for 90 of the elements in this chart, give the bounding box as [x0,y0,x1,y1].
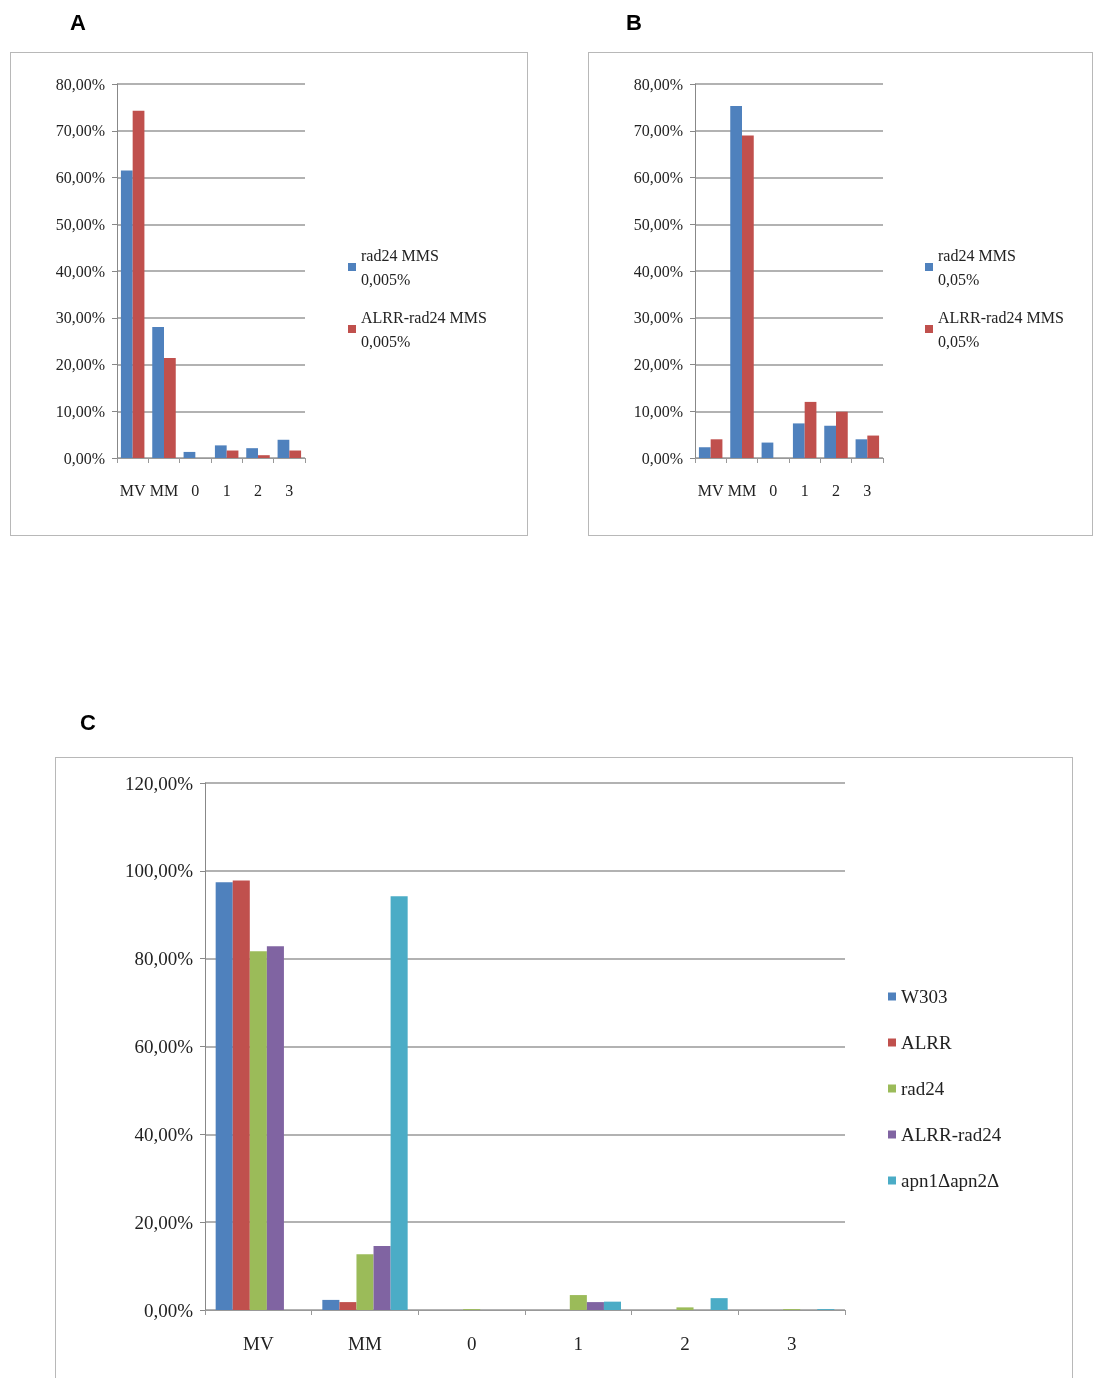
bar [373,1245,391,1310]
legend-label: rad24 MMS 0,005% [361,246,439,288]
bar [289,450,302,458]
y-tick-label: 80,00% [134,948,194,970]
bar [710,439,723,458]
x-tick-label: 0 [191,481,200,499]
x-tick-label: 2 [680,1333,690,1354]
bar [867,435,880,458]
x-tick-label: 1 [573,1333,584,1354]
x-tick-label: MV [119,481,146,499]
legend-label: ALRR-rad24 MMS 0,05% [938,308,1064,350]
y-tick-label: 20,00% [55,356,105,373]
x-tick-label: 3 [863,481,872,499]
y-tick-label: 0,00% [63,449,105,467]
y-tick-label: 70,00% [633,122,683,140]
y-tick-label: 70,00% [55,122,105,140]
x-tick-label: MM [348,1333,382,1354]
y-tick-label: 10,00% [55,402,105,420]
y-tick-label: 80,00% [633,75,683,93]
bar [676,1307,694,1310]
x-tick-label: 2 [832,481,840,499]
bar [603,1301,621,1310]
chart-title: C [80,709,96,735]
bar [761,442,774,458]
bar [742,135,754,458]
bar [232,880,250,1310]
x-tick-label: MM [727,481,757,499]
y-tick-label: 60,00% [633,169,683,186]
bar [120,170,133,458]
chart-title: A [70,9,86,35]
legend-label: apn1Δapn2Δ [901,1170,1000,1191]
bar [322,1299,340,1310]
bar [710,1298,728,1310]
x-tick-label: 3 [285,481,294,499]
y-tick-label: 30,00% [55,309,105,327]
bar [356,1254,374,1310]
bar [215,882,233,1310]
chart-title: B [626,9,642,35]
y-tick-label: 100,00% [124,860,194,882]
y-tick-label: 0,00% [641,449,683,467]
legend-label: W303 [901,986,948,1007]
y-tick-label: 50,00% [633,215,683,233]
y-tick-label: 10,00% [633,402,683,420]
x-tick-label: 0 [769,481,778,499]
bar [152,327,164,458]
y-tick-label: 80,00% [55,75,105,93]
y-tick-label: 60,00% [55,169,105,186]
bar [258,455,270,458]
legend-label: ALRR [901,1032,952,1053]
bar [792,423,805,458]
bar [824,425,836,458]
x-tick-label: MV [697,481,724,499]
x-tick-label: MM [149,481,179,499]
x-tick-label: 3 [786,1333,797,1354]
y-tick-label: 60,00% [134,1036,194,1057]
bar [266,946,284,1310]
legend-label: ALRR-rad24 [901,1124,1002,1145]
bar [586,1302,604,1310]
bar [390,896,408,1310]
legend-label: rad24 [901,1078,945,1099]
bar [246,448,258,458]
bar [804,401,817,458]
bar [730,105,742,458]
y-tick-label: 30,00% [633,309,683,327]
legend-label: rad24 MMS 0,05% [938,246,1016,288]
x-tick-label: 0 [466,1333,477,1354]
legend-label: ALRR-rad24 MMS 0,005% [361,308,487,350]
x-tick-label: 2 [254,481,262,499]
y-tick-label: 40,00% [134,1123,194,1145]
bar [339,1302,357,1310]
bar [836,411,848,458]
bar [698,447,711,458]
x-tick-label: MV [243,1333,274,1354]
y-tick-label: 50,00% [55,215,105,233]
y-tick-label: 20,00% [134,1211,194,1233]
bar [855,439,868,458]
bar [214,445,227,458]
bar [164,357,176,458]
y-tick-label: 40,00% [633,262,683,280]
y-tick-label: 120,00% [124,772,194,794]
x-tick-label: 1 [800,481,809,499]
bar [277,439,290,458]
bar [569,1295,587,1310]
bar [132,110,145,458]
x-tick-label: 1 [222,481,231,499]
bar [249,951,267,1310]
bar [183,451,196,458]
y-tick-label: 20,00% [633,356,683,373]
y-tick-label: 40,00% [55,262,105,280]
y-tick-label: 0,00% [143,1299,194,1321]
